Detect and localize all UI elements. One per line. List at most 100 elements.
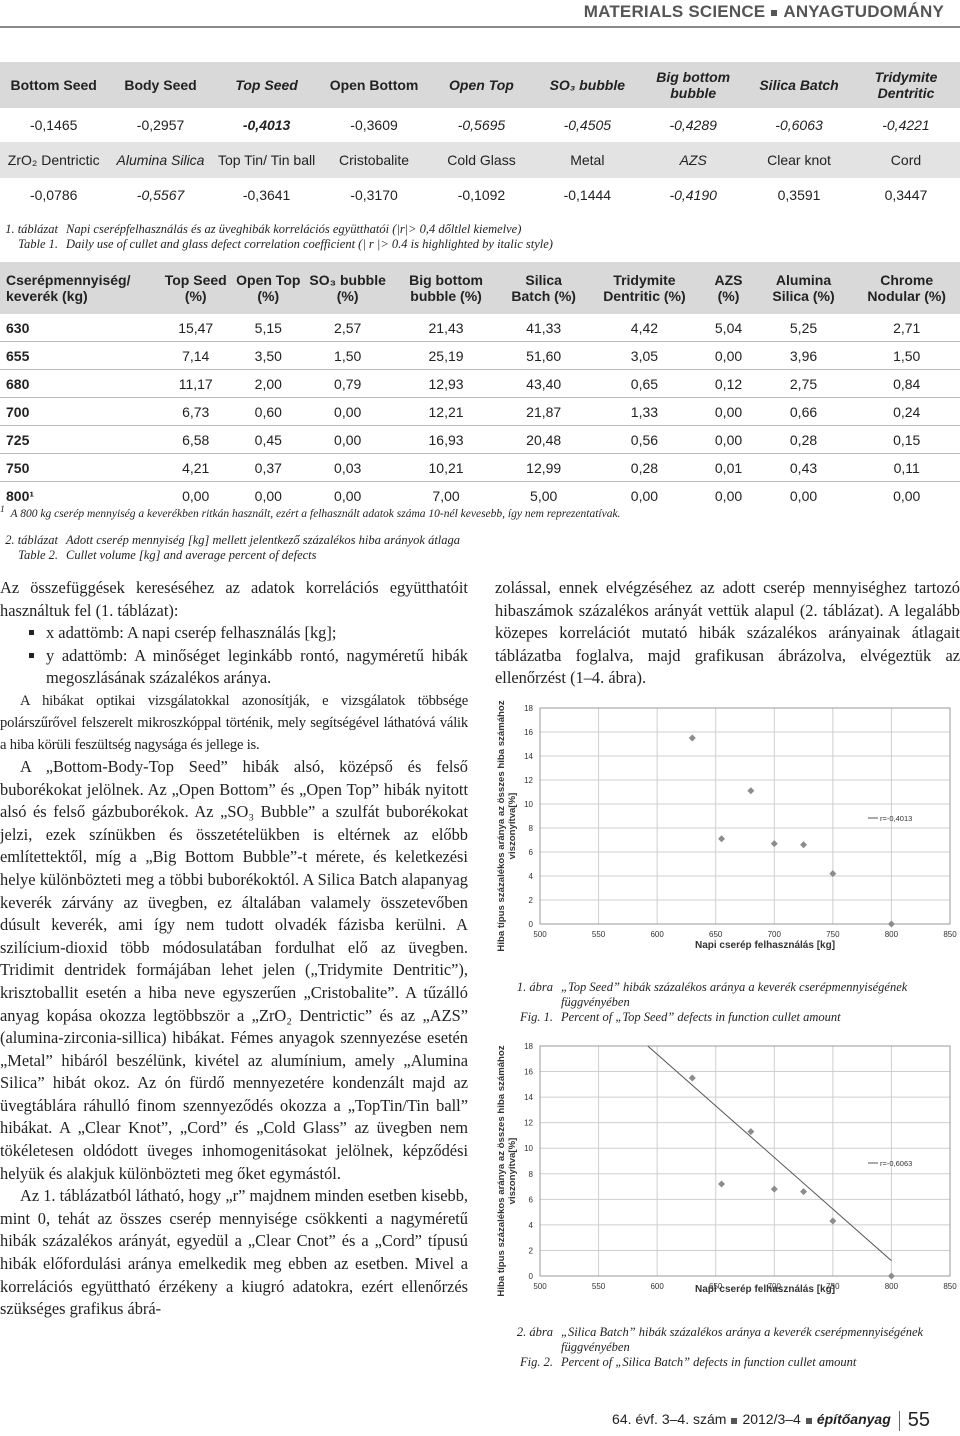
table-cell: -0,1465 — [29, 117, 78, 133]
figure-1-chart: 0 2 4 6 8 10 12 14 16 18 500 550 600 650 700 750 800 850 N… — [496, 700, 957, 951]
table-cell: -0,4289 — [669, 117, 717, 133]
table-cell: 0,00 — [334, 487, 362, 504]
footnote-mark: 1 — [0, 504, 5, 515]
table-row: 655 7,14 3,50 1,50 25,19 51,60 3,05 0,00 3,96 1,5… — [0, 341, 960, 370]
y-tick-label: 18 — [524, 704, 533, 713]
table-cell: Big bottom bubble — [640, 62, 747, 108]
table-cell: Alumina Silica — [107, 142, 214, 178]
header-cell: Open Top (%) — [231, 262, 306, 314]
bullet-list: x adattömb: A napi cserép felhasználás [… — [0, 622, 468, 690]
table-cell: 0,56 — [585, 425, 704, 454]
page-footer: 64. évf. 3–4. szám 2012/3–4 építőanyag 55 — [0, 1405, 960, 1436]
caption-text: „Silica Batch” hibák százalékos aránya a… — [561, 1325, 924, 1354]
caption-text: Cullet volume [kg] and average percent o… — [66, 548, 317, 562]
x-tick-label: 650 — [709, 930, 723, 939]
page-header: MATERIALS SCIENCE ANYAGTUDOMÁNY — [0, 0, 960, 28]
table-cell: 630 — [0, 314, 160, 342]
table-row: 800¹ 0,00 0,00 0,00 7,00 5,00 0,00 0,00 0,00 0,00 — [0, 482, 960, 510]
y-tick-label: 18 — [524, 1042, 533, 1051]
data-point — [770, 1185, 778, 1193]
table-cell: 725 — [0, 425, 160, 454]
table-cell: 5,00 — [530, 487, 558, 504]
table-row: -0,0786 -0,5567 -0,3641 -0,3170 -0,1092 -0,14… — [0, 178, 960, 212]
table-cell: 0,00 — [630, 487, 659, 504]
caption-text: Adott cserép mennyiség [kg] mellett jele… — [66, 533, 461, 547]
table-cell: 0,65 — [585, 369, 704, 398]
table1-caption: 1. táblázat Napi cserépfelhasználás és az… — [0, 222, 960, 252]
data-point — [688, 1074, 696, 1082]
table-cell: 0,28 — [585, 453, 704, 482]
table-cell: 20,48 — [501, 425, 586, 454]
table-cell: 0,03 — [305, 453, 391, 482]
correlation-table: Bottom Seed Body Seed Top Seed Open Bottom O… — [0, 62, 960, 212]
defect-table: Cserépmennyiség/ keverék (kg) Top Seed (%… — [0, 262, 960, 509]
table-cell: 2,57 — [305, 314, 391, 342]
header-cell: Top Seed (%) — [160, 262, 232, 314]
table2-caption: 2. táblázat Adott cserép mennyiség [kg] m… — [0, 533, 960, 563]
table-cell: 0,79 — [305, 369, 391, 398]
table-cell: 21,43 — [390, 314, 502, 342]
data-point — [718, 835, 726, 843]
table-cell: 6,73 — [160, 397, 232, 426]
table-cell: 800¹ — [6, 487, 35, 504]
table-cell: 0,66 — [753, 397, 854, 426]
table-cell: 25,19 — [390, 341, 502, 370]
trend-line — [647, 1045, 892, 1262]
table-cell: 655 — [0, 341, 160, 370]
caption-label: Table 1. — [18, 237, 58, 251]
table-cell: 0,00 — [714, 487, 743, 504]
figure-1-caption: 1. ábra „Top Seed” hibák százalékos arány… — [495, 980, 960, 1025]
journal: építőanyag — [816, 1411, 891, 1428]
plot-frame — [539, 1045, 951, 1277]
caption-text: Daily use of cullet and glass defect cor… — [66, 237, 553, 251]
header-cell: Tridymite Dentritic (%) — [585, 262, 704, 314]
y-tick-label: 4 — [529, 1221, 534, 1230]
table-cell: -0,4013 — [242, 117, 291, 133]
legend-label: r=-0,4013 — [880, 814, 912, 823]
table-cell: 0,3447 — [884, 187, 928, 203]
table-cell: Body Seed — [107, 62, 214, 108]
table-cell: Cord — [851, 142, 960, 178]
table-cell: 0,00 — [703, 425, 754, 454]
caption-label: 1. táblázat — [5, 222, 58, 236]
plot-frame — [539, 707, 951, 925]
y-axis-title: Hiba típus százalékos aránya az összes h… — [496, 1045, 507, 1296]
table-cell: 5,15 — [231, 314, 306, 342]
table-cell: 2,00 — [231, 369, 306, 398]
paragraph: A hibákat optikai vizsgálatokkal azonosí… — [0, 692, 468, 753]
x-tick-label: 500 — [533, 930, 547, 939]
table-cell: 0,00 — [789, 487, 818, 504]
y-tick-label: 14 — [524, 1093, 533, 1102]
table-cell: 0,01 — [703, 453, 754, 482]
table-cell: -0,5695 — [457, 117, 506, 133]
table-cell: 4,21 — [160, 453, 232, 482]
header-cell: AZS (%) — [703, 262, 754, 314]
y-axis-title: Hiba típus százalékos aránya az összes h… — [496, 700, 507, 951]
table-cell: 0,00 — [703, 397, 754, 426]
caption-label: 1. ábra — [516, 980, 553, 994]
caption-label: Fig. 1. — [520, 1010, 553, 1024]
data-point — [770, 840, 778, 848]
y-tick-label: 10 — [524, 800, 533, 809]
x-tick-label: 650 — [709, 1282, 723, 1291]
y-tick-label: 10 — [524, 1144, 533, 1153]
table-cell: 0,45 — [231, 425, 306, 454]
table-cell: 6,58 — [160, 425, 232, 454]
paragraph: A „Bottom-Body-Top Seed” hibák alsó, köz… — [0, 756, 468, 1183]
table-cell: 11,17 — [160, 369, 232, 398]
table-cell: SO₃ bubble — [534, 62, 641, 108]
table-cell: 5,04 — [703, 314, 754, 342]
data-point — [747, 1128, 755, 1136]
y-tick-label: 8 — [529, 824, 534, 833]
table-cell: 0,15 — [853, 425, 960, 454]
table-cell: 0,11 — [853, 453, 960, 482]
footer-info: 64. évf. 3–4. szám 2012/3–4 építőanyag 55 — [612, 1409, 930, 1432]
y-tick-label: 16 — [524, 1068, 533, 1077]
bullet: x adattömb: A napi cserép felhasználás [… — [46, 622, 468, 645]
x-axis-title: Napi cserép felhasználás [kg] — [695, 1284, 835, 1295]
x-tick-label: 600 — [650, 930, 664, 939]
table-cell: Top Seed — [213, 62, 320, 108]
x-tick-label: 600 — [650, 1282, 664, 1291]
paragraph: Az összefüggések kereséséhez az adatok k… — [0, 578, 468, 620]
y-tick-label: 16 — [524, 728, 533, 737]
